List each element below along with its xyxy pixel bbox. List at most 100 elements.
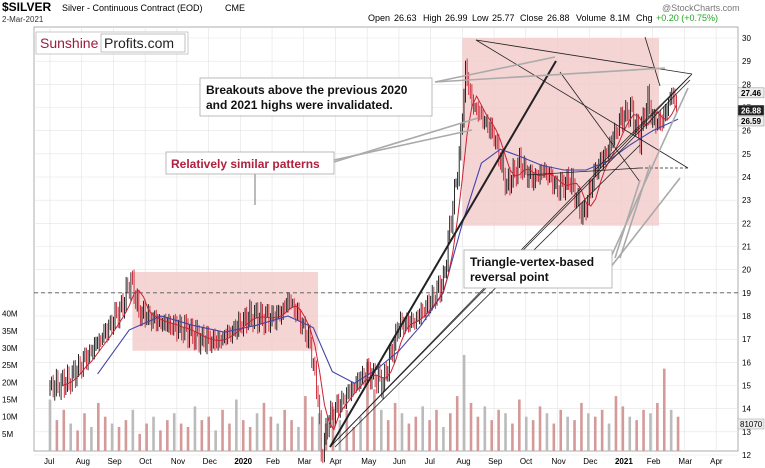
price-tick-label: 21 <box>742 243 751 252</box>
patterns-text: Relatively similar patterns <box>171 157 320 171</box>
volume-bar <box>587 413 590 451</box>
annotation-breakouts: Breakouts above the previous 2020 and 20… <box>199 77 433 117</box>
volume-bar <box>255 413 259 451</box>
time-tick-label: Sep <box>488 457 503 466</box>
volume-bar <box>566 416 569 451</box>
price-tick-label: 12 <box>742 451 751 460</box>
volume-bar <box>207 416 211 451</box>
volume-value: 8.1M <box>610 13 630 23</box>
volume-bar <box>359 416 362 451</box>
price-badge-box <box>737 87 765 99</box>
time-tick-label: May <box>361 457 376 466</box>
volume-bar <box>538 406 542 451</box>
time-axis: Jul Aug Sep Oct Nov Dec 2020 Feb Mar Apr May Jun Jul… <box>44 457 723 466</box>
volume-bar <box>76 430 79 451</box>
price-badge: 27.46 <box>741 89 762 98</box>
volume-bar <box>276 423 280 451</box>
volume-bar <box>283 409 286 451</box>
patterns-box <box>165 151 335 175</box>
time-tick-label: Apr <box>329 457 342 466</box>
time-tick-label: Mar <box>298 457 312 466</box>
volume-bar <box>614 396 618 451</box>
time-tick-label: Feb <box>647 457 661 466</box>
time-tick-label: Sep <box>107 457 122 466</box>
moving-average-long <box>97 118 679 384</box>
volume-bar <box>248 426 252 451</box>
price-badge: 26.59 <box>741 117 762 126</box>
volume-bar <box>179 423 183 451</box>
pointer-vertex-c <box>609 177 681 269</box>
chg-label: Chg <box>636 13 653 23</box>
volume-tick-label: 20M <box>2 378 18 387</box>
volume-bar <box>366 361 369 451</box>
pointer-patterns-b <box>333 117 479 163</box>
volume-label: Volume <box>576 13 606 23</box>
price-tick-label: 25 <box>742 150 751 159</box>
price-tick-label: 16 <box>742 358 751 367</box>
price-badge-box <box>737 105 765 116</box>
price-badge-box <box>737 115 765 127</box>
time-tick-label: Nov <box>552 457 566 466</box>
volume-bar <box>524 416 528 451</box>
volume-bar <box>228 423 231 451</box>
volume-badge: 81070 <box>740 420 763 429</box>
volume-bar <box>304 396 307 451</box>
volume-bar <box>656 402 659 451</box>
volume-bar <box>545 413 549 451</box>
annotation-patterns: Relatively similar patterns <box>165 151 335 175</box>
time-tick-label: Feb <box>266 457 280 466</box>
time-tick-label: Nov <box>171 457 185 466</box>
volume-bar <box>476 416 480 451</box>
volume-tick-label: 10M <box>2 413 18 422</box>
volume-bar <box>455 396 459 451</box>
exchange: CME <box>225 3 245 13</box>
uptrend-line-short <box>334 144 641 448</box>
time-tick-label: Jul <box>44 457 54 466</box>
volume-tick-label: 5M <box>2 430 13 439</box>
volume-bar <box>504 413 507 451</box>
volume-badge-box <box>737 418 765 430</box>
volume-bar <box>97 402 100 451</box>
volume-bar <box>235 399 238 451</box>
time-tick-label: 2021 <box>615 457 633 466</box>
time-tick-label: Dec <box>583 457 597 466</box>
volume-bar <box>449 413 452 451</box>
volume-bar <box>172 413 176 451</box>
volume-bar <box>386 420 390 451</box>
volume-bar <box>600 409 604 451</box>
volume-bar <box>83 413 86 451</box>
volume-bar <box>442 426 445 451</box>
volume-bar <box>373 389 376 451</box>
triangle-lower-line <box>594 75 691 171</box>
volume-bar <box>469 402 473 451</box>
time-tick-label: Jun <box>393 457 406 466</box>
volume-tick-label: 35M <box>2 327 18 336</box>
volume-bar <box>662 368 666 451</box>
price-tick-label: 24 <box>742 173 751 182</box>
volume-bar <box>621 406 625 451</box>
volume-bar <box>214 430 217 451</box>
price-badge: 26.88 <box>741 106 762 115</box>
volume-axis: 5M 10M 15M 20M 25M 30M 35M 40M <box>2 310 18 439</box>
volume-bar <box>669 409 673 451</box>
volume-bar <box>117 426 121 451</box>
logo-sunshine-profits: Sunshine Profits.com <box>35 31 189 55</box>
volume-bar <box>552 423 556 451</box>
volume-bar <box>193 406 197 451</box>
price-tick-label: 18 <box>742 312 751 321</box>
time-tick-label: Dec <box>203 457 217 466</box>
vertex-box <box>463 249 613 289</box>
logo-part2: Profits.com <box>104 35 174 51</box>
description: Silver - Continuous Contract (EOD) <box>62 3 203 13</box>
volume-bar <box>62 409 66 451</box>
vertex-line1: Triangle-vertex-based <box>470 255 594 269</box>
volume-bar <box>580 402 583 451</box>
pointer-vertex-d <box>604 87 689 271</box>
volume-bar <box>269 416 273 451</box>
volume-bar <box>69 423 73 451</box>
volume-bar <box>124 420 128 451</box>
callout-pointers <box>254 56 689 271</box>
triangle-base-line <box>526 167 641 176</box>
volume-tick-label: 40M <box>2 310 18 319</box>
time-tick-label: Mar <box>678 457 692 466</box>
